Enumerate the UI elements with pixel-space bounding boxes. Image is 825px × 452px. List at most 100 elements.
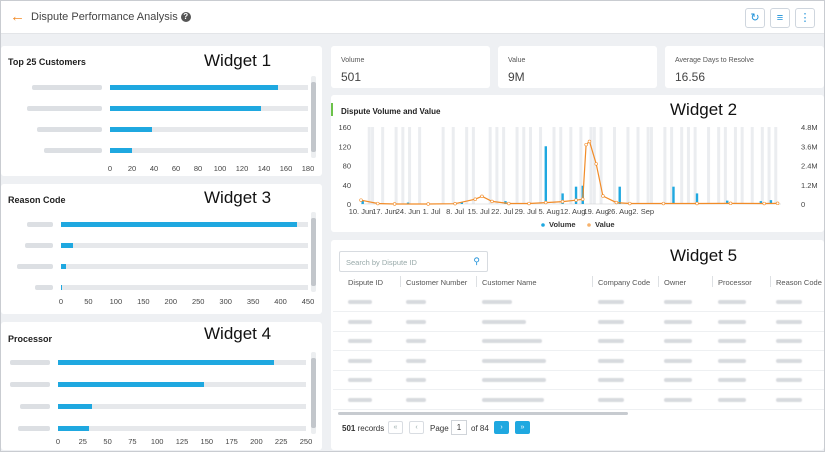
table-row[interactable] bbox=[333, 408, 824, 410]
bar[interactable] bbox=[61, 222, 298, 227]
table-cell bbox=[598, 339, 624, 343]
x-axis-tick: 22. Jul bbox=[491, 207, 513, 216]
table-cell bbox=[718, 397, 746, 402]
date-band bbox=[717, 127, 721, 204]
bar[interactable] bbox=[61, 264, 67, 269]
table-cell bbox=[718, 378, 746, 382]
scrollbar-thumb[interactable] bbox=[311, 82, 316, 152]
bar-track bbox=[110, 127, 308, 132]
kpi-value-card: Value 9M bbox=[498, 46, 657, 88]
table-cell bbox=[776, 300, 802, 304]
axis-tick-label: 140 bbox=[257, 164, 271, 173]
kpi-value: 501 bbox=[341, 70, 362, 84]
y-axis-left-tick: 120 bbox=[338, 142, 351, 151]
column-header[interactable]: Reason Code bbox=[776, 278, 822, 287]
y-axis-left-tick: 0 bbox=[347, 200, 351, 209]
refresh-icon: ↻ bbox=[750, 12, 760, 24]
search-input[interactable]: Search by Dispute ID ⚲ bbox=[339, 251, 488, 272]
value-point bbox=[544, 200, 548, 205]
column-header[interactable]: Owner bbox=[664, 278, 687, 287]
bar[interactable] bbox=[61, 285, 63, 290]
scrollbar[interactable] bbox=[311, 352, 316, 434]
back-arrow-icon[interactable]: ← bbox=[10, 8, 25, 25]
value-point bbox=[527, 201, 531, 206]
table-cell bbox=[348, 300, 372, 304]
table-row[interactable] bbox=[333, 330, 824, 332]
table-cell bbox=[482, 378, 546, 382]
bar[interactable] bbox=[58, 404, 92, 409]
more-icon: ⋮ bbox=[799, 12, 811, 24]
axis-tick-label: 180 bbox=[301, 164, 315, 173]
column-header[interactable]: Dispute ID bbox=[348, 278, 384, 287]
axis-tick-label: 50 bbox=[103, 437, 112, 446]
bar[interactable] bbox=[58, 360, 275, 365]
next-page-button[interactable]: › bbox=[494, 421, 509, 434]
volume-bar bbox=[406, 202, 410, 204]
date-band bbox=[539, 127, 543, 204]
value-point bbox=[392, 202, 397, 206]
date-band bbox=[569, 127, 573, 204]
horizontal-scrollbar[interactable] bbox=[338, 412, 628, 415]
last-page-button[interactable]: » bbox=[515, 421, 530, 434]
widget-title: Dispute Volume and Value bbox=[341, 107, 441, 116]
widget-title: Top 25 Customers bbox=[8, 57, 86, 67]
column-header[interactable]: Company Code bbox=[598, 278, 651, 287]
axis-tick-label: 25 bbox=[78, 437, 87, 446]
axis-tick-label: 0 bbox=[107, 164, 113, 173]
scrollbar[interactable] bbox=[311, 76, 316, 158]
bar[interactable] bbox=[110, 148, 132, 153]
bar[interactable] bbox=[110, 85, 279, 90]
legend-volume-marker bbox=[541, 223, 545, 227]
axis-tick-label: 80 bbox=[193, 164, 203, 173]
table-cell bbox=[348, 397, 372, 402]
table-cell bbox=[718, 300, 746, 304]
bar[interactable] bbox=[58, 382, 204, 387]
x-axis-tick: 1. Jul bbox=[423, 207, 441, 216]
table-row[interactable] bbox=[333, 389, 824, 390]
value-point bbox=[728, 201, 733, 206]
refresh-button[interactable]: ↻ bbox=[745, 8, 765, 28]
bar[interactable] bbox=[58, 426, 89, 431]
widget-label: Widget 5 bbox=[670, 246, 738, 265]
column-header[interactable]: Customer Number bbox=[406, 278, 468, 287]
bar[interactable] bbox=[61, 243, 74, 248]
axis-tick-label: 250 bbox=[191, 297, 205, 306]
date-band bbox=[767, 127, 771, 204]
widget-dispute-table: Widget 5 bbox=[331, 240, 824, 450]
axis-tick-label: 450 bbox=[301, 297, 315, 306]
table-row[interactable] bbox=[333, 311, 824, 312]
date-band bbox=[649, 127, 653, 204]
date-band bbox=[559, 127, 563, 204]
date-band bbox=[760, 127, 764, 204]
table-row[interactable] bbox=[333, 350, 824, 351]
table-cell bbox=[406, 378, 426, 382]
widget-label: Widget 2 bbox=[670, 100, 738, 119]
page-number-input[interactable]: 1 bbox=[451, 420, 467, 435]
first-page-button[interactable]: « bbox=[388, 421, 403, 434]
axis-tick-label: 100 bbox=[150, 437, 164, 446]
column-header[interactable]: Processor bbox=[718, 278, 752, 287]
volume-bar bbox=[460, 202, 463, 204]
scrollbar[interactable] bbox=[311, 212, 316, 292]
more-options-button[interactable]: ⋮ bbox=[795, 8, 815, 28]
record-count: 501 records bbox=[342, 424, 384, 433]
column-separator bbox=[476, 276, 477, 287]
accent-marker bbox=[331, 103, 333, 116]
table-cell bbox=[598, 319, 624, 324]
column-header[interactable]: Customer Name bbox=[482, 278, 537, 287]
date-band bbox=[626, 127, 630, 204]
bar[interactable] bbox=[110, 127, 152, 132]
table-cell bbox=[348, 378, 372, 382]
y-axis-right-tick: 1.2M bbox=[801, 181, 818, 190]
value-point bbox=[695, 201, 699, 206]
scrollbar-thumb[interactable] bbox=[311, 218, 316, 286]
date-band bbox=[680, 127, 684, 204]
table-row[interactable] bbox=[333, 369, 824, 371]
scrollbar-thumb[interactable] bbox=[311, 358, 316, 428]
search-icon[interactable]: ⚲ bbox=[473, 256, 480, 266]
filter-button[interactable]: ≡ bbox=[770, 8, 790, 28]
help-icon[interactable]: ? bbox=[180, 12, 191, 22]
bar[interactable] bbox=[110, 106, 261, 111]
prev-page-button[interactable]: ‹ bbox=[409, 421, 424, 434]
date-band bbox=[522, 127, 526, 204]
